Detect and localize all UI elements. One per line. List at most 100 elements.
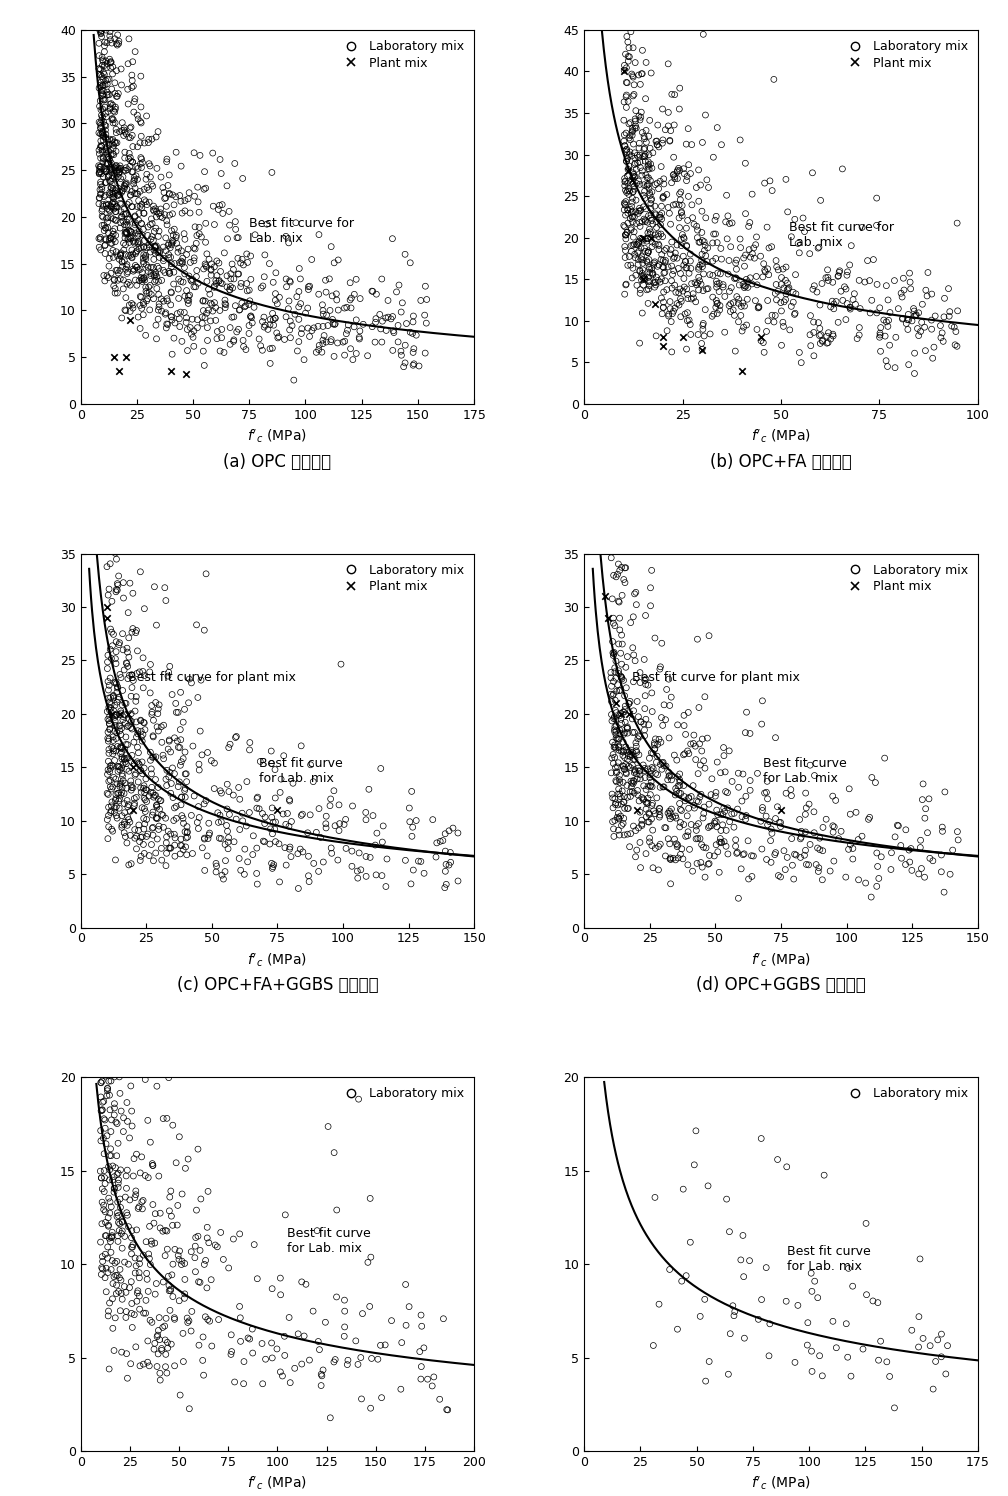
Point <box>93 129 109 153</box>
Point <box>626 73 642 97</box>
Point <box>808 853 825 877</box>
Point <box>880 287 896 311</box>
Point <box>616 90 632 114</box>
Point <box>101 147 117 171</box>
Point <box>632 108 648 132</box>
Point <box>100 708 116 732</box>
Point <box>107 96 123 120</box>
Point <box>272 781 288 805</box>
Point <box>735 1224 751 1248</box>
Point <box>118 747 134 770</box>
Point <box>103 646 119 670</box>
Point <box>133 726 149 749</box>
Point <box>632 226 648 250</box>
Point <box>705 263 721 287</box>
Point <box>131 236 147 260</box>
Point <box>137 799 153 823</box>
Point <box>108 652 124 676</box>
Point <box>809 836 826 860</box>
Point <box>612 770 628 794</box>
Point <box>112 702 128 726</box>
Point <box>636 124 652 148</box>
Point <box>617 133 633 157</box>
Point <box>676 703 692 727</box>
Point <box>161 163 177 187</box>
Point <box>100 82 116 106</box>
Point <box>152 197 168 221</box>
Point <box>121 230 137 254</box>
Text: Best fit curve
for Lab. mix: Best fit curve for Lab. mix <box>287 1227 371 1255</box>
Point <box>729 841 745 865</box>
Point <box>178 826 195 850</box>
Point <box>98 1257 114 1281</box>
Point <box>604 782 620 806</box>
Point <box>93 160 109 184</box>
Point <box>114 250 130 274</box>
Point <box>652 657 668 681</box>
Point <box>181 1397 198 1421</box>
Point <box>108 787 124 811</box>
Point <box>212 299 228 323</box>
Point <box>683 287 700 311</box>
Point <box>636 712 652 736</box>
Point <box>155 247 171 271</box>
Point <box>102 24 118 48</box>
Point <box>180 1147 197 1171</box>
Point <box>614 666 630 690</box>
Point <box>616 700 632 724</box>
Point <box>831 263 847 287</box>
Point <box>175 806 192 830</box>
Point <box>119 814 135 838</box>
Point <box>364 1346 380 1370</box>
Point <box>155 289 171 313</box>
Point <box>161 181 177 205</box>
Point <box>305 1299 322 1322</box>
Point <box>252 749 268 773</box>
Point <box>618 676 634 700</box>
Point <box>614 718 630 742</box>
Point <box>329 289 345 313</box>
Point <box>243 268 259 292</box>
Point <box>222 332 238 356</box>
Point <box>102 183 118 206</box>
Point <box>618 735 634 758</box>
Point <box>145 815 161 839</box>
Point <box>107 709 123 733</box>
Point <box>623 738 639 761</box>
Point <box>658 236 674 260</box>
Point <box>625 64 641 88</box>
Point <box>445 817 461 841</box>
Point <box>119 715 135 739</box>
Point <box>121 714 137 738</box>
Point <box>873 340 889 364</box>
Point <box>626 174 642 197</box>
Point <box>625 132 641 156</box>
Point <box>261 251 277 275</box>
Point <box>641 217 657 241</box>
Point <box>624 61 640 85</box>
Point <box>107 181 123 205</box>
Point <box>939 1334 956 1358</box>
Point <box>622 784 638 808</box>
Point <box>107 230 123 254</box>
Point <box>119 1110 135 1134</box>
Point <box>709 815 725 839</box>
Point <box>299 316 316 340</box>
Point <box>100 165 116 188</box>
Point <box>140 1242 156 1266</box>
Text: Best fit curve for
Lab. mix: Best fit curve for Lab. mix <box>249 217 354 245</box>
Point <box>811 838 828 862</box>
Point <box>672 188 688 212</box>
Point <box>183 322 200 346</box>
Point <box>138 253 154 277</box>
Point <box>626 760 642 784</box>
Point <box>618 55 634 79</box>
Point <box>139 175 155 199</box>
Point <box>123 778 139 802</box>
Point <box>121 244 137 268</box>
Point <box>133 147 149 171</box>
Point <box>134 191 150 215</box>
Point <box>619 70 635 94</box>
Point <box>806 274 823 298</box>
Point <box>281 814 297 838</box>
